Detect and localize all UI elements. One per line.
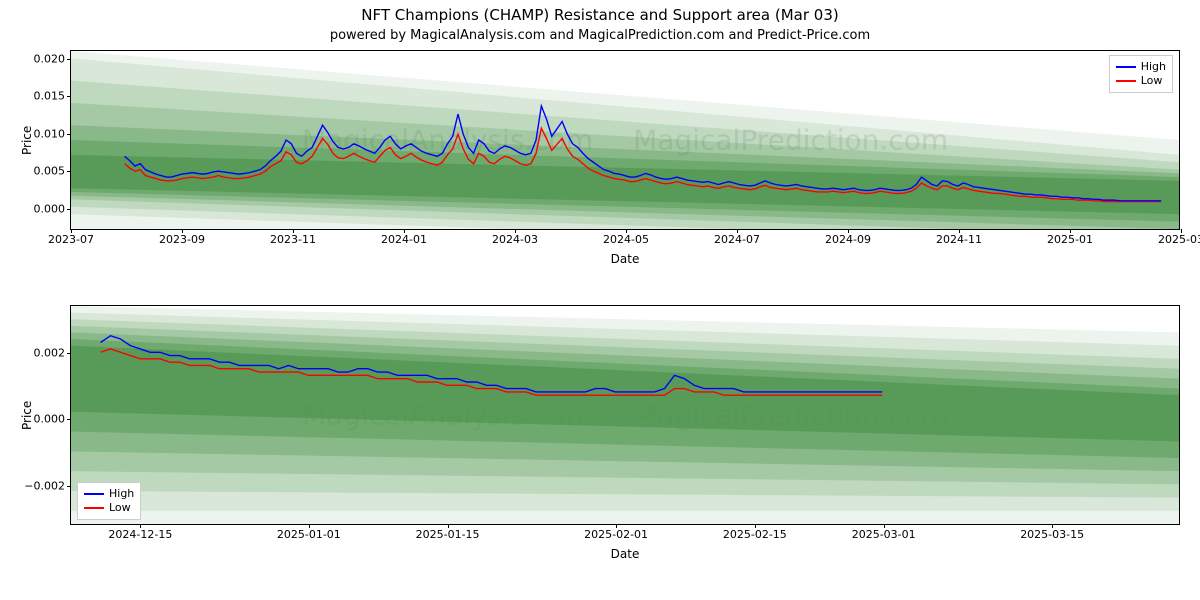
xtick-label: 2024-07 [714, 233, 760, 246]
xtick-label: 2024-05 [603, 233, 649, 246]
legend-swatch-low [84, 507, 104, 509]
xtick-label: 2025-02-15 [723, 528, 787, 541]
chart-panel-2: MagicalAnalysis.com MagicalPrediction.co… [70, 305, 1180, 525]
subtitle: powered by MagicalAnalysis.com and Magic… [0, 28, 1200, 43]
xtick-label: 2023-11 [270, 233, 316, 246]
chart-svg-1 [71, 51, 1179, 229]
xtick-label: 2025-01 [1047, 233, 1093, 246]
xtick-label: 2025-03-01 [852, 528, 916, 541]
legend-item-low: Low [84, 501, 134, 515]
xtick-label: 2024-12-15 [108, 528, 172, 541]
legend-label-high: High [109, 487, 134, 501]
ytick-label: 0.010 [34, 127, 66, 140]
chart-svg-2 [71, 306, 1179, 524]
ytick-label: 0.005 [34, 165, 66, 178]
legend-item-high: High [84, 487, 134, 501]
chart-panel-1: MagicalAnalysis.com MagicalPrediction.co… [70, 50, 1180, 230]
xtick-label: 2025-03 [1158, 233, 1200, 246]
legend-swatch-low [1116, 80, 1136, 82]
legend-label-low: Low [109, 501, 131, 515]
ytick-label: 0.000 [34, 413, 66, 426]
ytick-label: 0.015 [34, 90, 66, 103]
legend-label-high: High [1141, 60, 1166, 74]
xtick-label: 2024-11 [936, 233, 982, 246]
suptitle: NFT Champions (CHAMP) Resistance and Sup… [0, 6, 1200, 24]
xtick-label: 2023-09 [159, 233, 205, 246]
xtick-label: 2024-01 [381, 233, 427, 246]
xtick-label: 2024-03 [492, 233, 538, 246]
legend-item-high: High [1116, 60, 1166, 74]
legend-label-low: Low [1141, 74, 1163, 88]
ytick-label: 0.020 [34, 52, 66, 65]
xtick-label: 2024-09 [825, 233, 871, 246]
legend-swatch-high [84, 493, 104, 495]
figure: NFT Champions (CHAMP) Resistance and Sup… [0, 0, 1200, 600]
xtick-label: 2025-01-01 [277, 528, 341, 541]
xtick-label: 2025-01-15 [416, 528, 480, 541]
ylabel-2: Price [20, 401, 34, 430]
xtick-label: 2025-03-15 [1020, 528, 1084, 541]
legend-1: High Low [1109, 55, 1173, 93]
ytick-label: 0.000 [34, 202, 66, 215]
legend-item-low: Low [1116, 74, 1166, 88]
ylabel-1: Price [20, 126, 34, 155]
ytick-label: 0.002 [34, 346, 66, 359]
xlabel-1: Date [70, 252, 1180, 266]
xtick-label: 2025-02-01 [584, 528, 648, 541]
legend-2: High Low [77, 482, 141, 520]
xtick-label: 2023-07 [48, 233, 94, 246]
ytick-label: −0.002 [24, 480, 65, 493]
xlabel-2: Date [70, 547, 1180, 561]
legend-swatch-high [1116, 66, 1136, 68]
